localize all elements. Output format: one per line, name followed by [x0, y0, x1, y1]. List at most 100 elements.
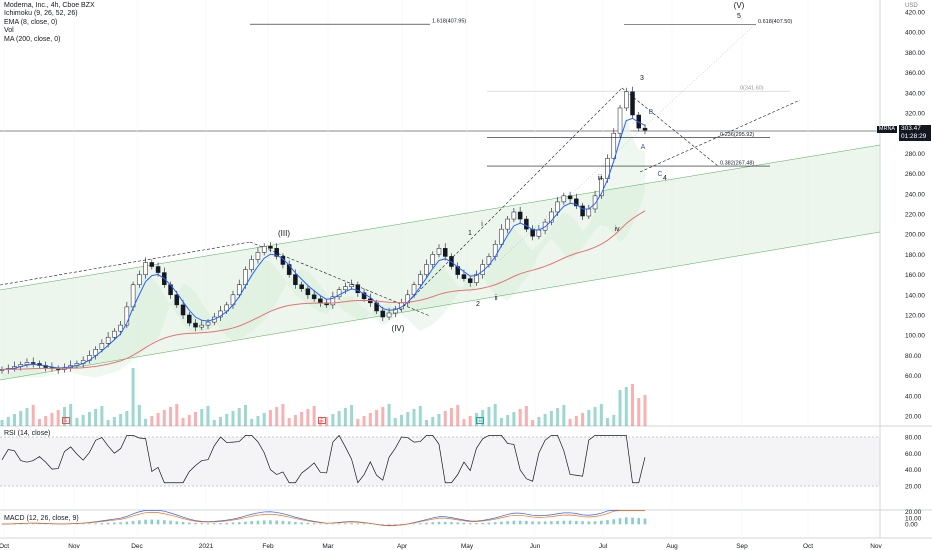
volume-bar: [187, 415, 191, 426]
rsi-label[interactable]: RSI (14, close): [4, 430, 51, 437]
earnings-flag-icon[interactable]: E: [476, 417, 484, 424]
candle-body: [155, 266, 161, 273]
indicator-ichimoku[interactable]: Ichimoku (9, 26, 52, 26): [4, 10, 78, 18]
indicator-ema[interactable]: EMA (8, close, 0): [4, 18, 58, 26]
volume-bar: [493, 404, 497, 426]
volume-bar: [325, 417, 329, 426]
candle-body: [436, 248, 442, 255]
macd-hist-bar: [169, 520, 172, 525]
wave-label: (IV): [392, 324, 405, 333]
macd-hist-bar: [462, 522, 466, 525]
macd-hist-bar: [612, 519, 616, 525]
candle-body: [249, 259, 254, 270]
candle-body: [355, 284, 361, 294]
macd-hist-bar: [431, 522, 435, 525]
volume-bar: [268, 410, 272, 426]
dashed-trendline: [621, 87, 719, 167]
volume-bar: [337, 411, 341, 426]
macd-hist-bar: [38, 523, 41, 525]
indicator-ma[interactable]: MA (200, close, 0): [4, 35, 61, 43]
volume-bar: [431, 417, 435, 426]
volume-bar: [387, 404, 391, 426]
macd-hist-bar: [412, 523, 416, 525]
projection-line: [499, 19, 761, 261]
volume-bar: [425, 420, 429, 426]
candle-body: [611, 132, 617, 159]
candle-body: [299, 284, 304, 289]
volume-bar: [362, 416, 366, 426]
time-tick-label: Oct: [0, 543, 9, 550]
chart-legend: Moderna, Inc., 4h, Cboe BZX Ichimoku (9,…: [4, 2, 95, 44]
rsi-tick-label: 60.00: [905, 451, 922, 458]
bar-countdown: 01:28:29: [901, 133, 927, 140]
channel-lower: [0, 231, 881, 381]
candle-body: [380, 310, 386, 318]
volume-bar: [206, 406, 210, 426]
candle-body: [405, 294, 411, 304]
macd-hist-bar: [312, 523, 316, 525]
volume-bar: [418, 406, 422, 426]
macd-hist-bar: [206, 523, 210, 525]
volume-bar: [125, 411, 129, 426]
wave-label: iii: [598, 175, 603, 182]
macd-hist-bar: [393, 524, 397, 525]
candle-body: [336, 289, 342, 298]
indicator-volume[interactable]: Vol: [4, 27, 14, 35]
volume-bar: [456, 405, 460, 426]
candle-body: [393, 308, 398, 314]
price-axis: 20.00 40.00 60.00 80.00 100.00 120.00 140.00 16…: [905, 10, 925, 421]
candle-body: [99, 343, 105, 350]
price-tick-label: 420.00: [905, 10, 925, 17]
macd-hist-bar: [362, 523, 366, 525]
macd-hist-bar: [437, 521, 441, 525]
wave-label: A: [641, 144, 646, 151]
fib-level-label: 0(341.60): [740, 86, 764, 92]
macd-hist-bar: [493, 522, 497, 525]
volume-bar: [406, 412, 410, 426]
volume-bar: [31, 405, 35, 426]
candle-body: [424, 264, 429, 275]
macd-hist-bar: [637, 518, 641, 525]
macd-tick-label: 10.00: [905, 515, 922, 522]
volume-bar: [237, 408, 241, 426]
volume-bar: [350, 405, 354, 426]
last-price-value: 303.47: [901, 125, 921, 132]
main-pane: [0, 0, 880, 426]
volume-bar: [562, 405, 566, 426]
price-tick-label: 340.00: [905, 90, 925, 97]
volume-bar: [287, 418, 291, 426]
volume-bar: [169, 407, 173, 426]
volume-bar: [343, 408, 347, 426]
volume-bar: [443, 411, 447, 426]
earnings-flag-icon[interactable]: E: [62, 417, 70, 424]
volume-bar: [144, 419, 148, 426]
candle-body: [236, 284, 242, 296]
volume-bar: [400, 415, 404, 426]
volume-bar: [19, 411, 23, 426]
rsi-tick-label: 80.00: [905, 435, 922, 442]
candle-body: [630, 91, 635, 116]
volume-bar: [56, 410, 60, 426]
candle-body: [30, 362, 36, 364]
macd-label[interactable]: MACD (12, 26, close, 9): [4, 515, 79, 522]
macd-hist-bar: [631, 517, 634, 525]
fib-level-label: 1.618(407.95): [432, 19, 466, 25]
price-tick-label: 120.00: [905, 313, 925, 320]
earnings-flag-icon[interactable]: E: [318, 417, 326, 424]
volume-bar: [381, 407, 385, 426]
candle-body: [511, 211, 517, 220]
macd-hist-bar: [200, 523, 204, 525]
macd-hist-bar: [468, 523, 472, 525]
macd-hist-bar: [606, 520, 609, 525]
volume-bar: [468, 416, 472, 426]
candle-body: [549, 211, 554, 223]
candle-body: [118, 324, 123, 332]
macd-hist-bar: [443, 521, 447, 525]
volume-bar: [643, 395, 647, 426]
volume-bar: [275, 407, 279, 426]
volume-bar: [44, 416, 48, 426]
macd-hist-bar: [237, 522, 241, 525]
volume-bar: [437, 414, 441, 426]
macd-hist-bar: [624, 517, 628, 525]
